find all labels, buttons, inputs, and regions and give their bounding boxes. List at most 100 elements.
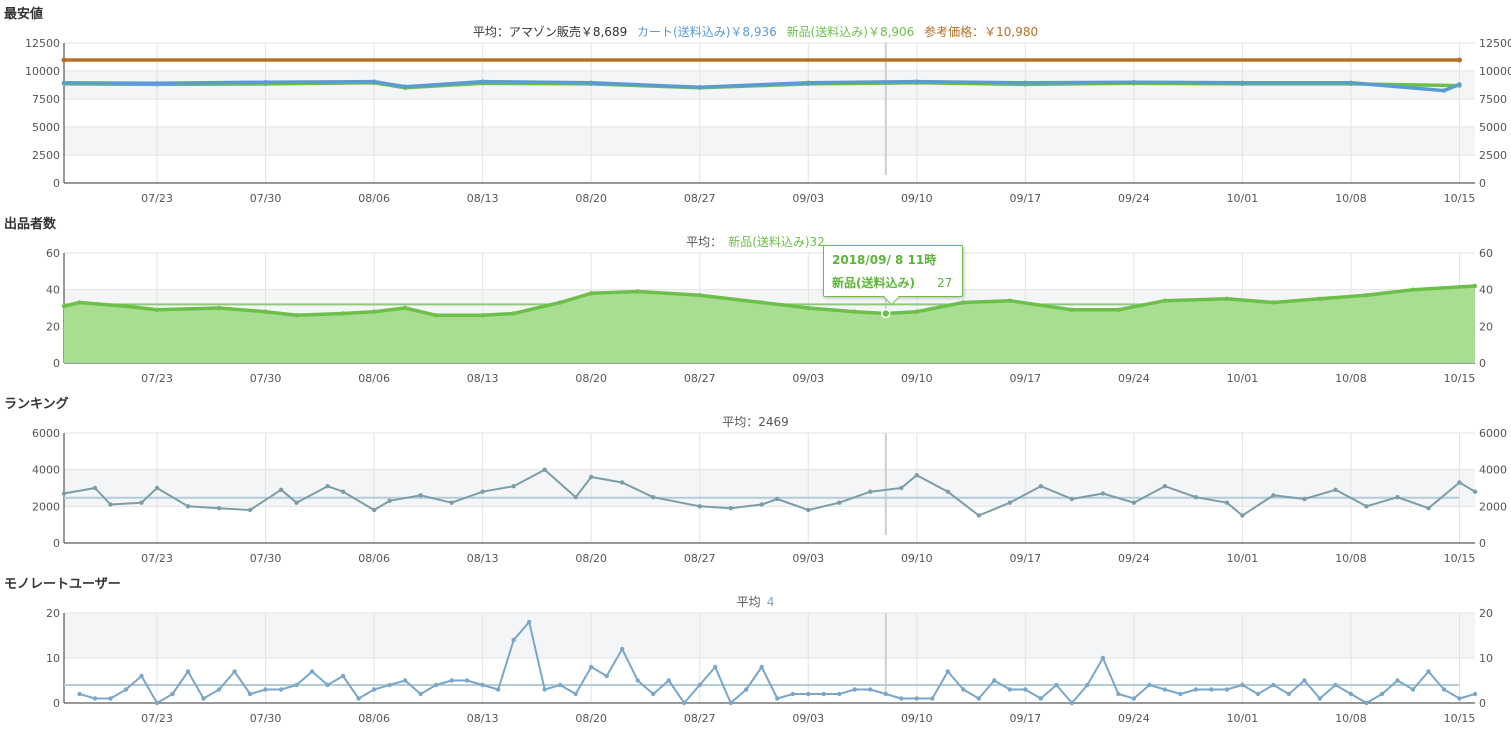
data-point [1317, 296, 1323, 302]
data-point [263, 80, 268, 85]
data-point [325, 483, 330, 489]
data-point [263, 687, 268, 692]
grid-band [64, 127, 1475, 155]
x-tick-label: 07/30 [250, 712, 282, 725]
y-tick-label-left: 0 [53, 537, 60, 550]
data-point [1224, 500, 1230, 505]
data-point [1178, 691, 1183, 697]
data-point [1069, 700, 1075, 706]
data-point [371, 687, 377, 692]
avg-label-sellers: 平均： [686, 235, 723, 249]
data-point [1302, 496, 1307, 502]
data-point [1426, 505, 1431, 511]
y-tick-label-left: 2000 [32, 500, 60, 513]
y-tick-label-right: 7500 [1479, 93, 1507, 106]
data-point [371, 507, 377, 513]
data-point [1193, 494, 1199, 500]
data-point [1395, 494, 1400, 500]
y-tick-label-right: 4000 [1479, 464, 1507, 477]
data-point [1472, 489, 1478, 494]
x-tick-label: 07/23 [141, 552, 173, 565]
data-point [1131, 696, 1137, 701]
data-point [930, 696, 935, 701]
data-point [170, 691, 175, 697]
data-point [480, 489, 485, 494]
data-point [1240, 682, 1245, 688]
data-point [356, 696, 361, 701]
data-point [573, 494, 578, 500]
y-tick-label-right: 5000 [1479, 121, 1507, 134]
x-tick-label: 09/10 [901, 372, 933, 385]
data-point [1224, 687, 1230, 692]
data-point [1162, 298, 1168, 303]
y-tick-label-left: 20 [46, 320, 60, 333]
x-tick-label: 08/20 [575, 552, 607, 565]
data-point [1348, 80, 1354, 85]
data-point [449, 500, 454, 505]
data-point [387, 498, 392, 504]
data-point [77, 300, 82, 305]
data-point [495, 687, 501, 692]
avg-new-sellers: 新品(送料込み)32 [728, 235, 825, 249]
data-point [619, 480, 625, 485]
x-tick-label: 10/15 [1444, 372, 1476, 385]
data-point [635, 678, 640, 683]
data-point [340, 311, 346, 316]
grid-band [64, 613, 1475, 658]
x-tick-label: 09/10 [901, 552, 933, 565]
y-tick-label-left: 20 [46, 607, 60, 620]
data-point [1085, 682, 1090, 688]
data-point [588, 80, 594, 85]
data-point [868, 489, 873, 494]
tooltip-date: 2018/09/ 8 11時 [832, 253, 937, 267]
y-tick-label-right: 6000 [1479, 427, 1507, 440]
y-tick-label-right: 0 [1479, 177, 1486, 190]
data-point [294, 313, 299, 318]
data-point [511, 311, 516, 316]
tooltip-value: 27 [936, 276, 953, 290]
data-point [635, 289, 640, 294]
y-tick-label-left: 10000 [25, 65, 60, 78]
data-point [914, 472, 920, 478]
data-point [1302, 678, 1307, 683]
data-point [340, 673, 346, 679]
data-point [1023, 80, 1028, 85]
tooltip: 2018/09/ 8 11時 新品(送料込み) 27 [823, 245, 963, 297]
data-point [1333, 682, 1338, 688]
data-point [1457, 480, 1462, 485]
data-point [1317, 696, 1323, 701]
y-tick-label-right: 0 [1479, 357, 1486, 370]
x-tick-label: 09/03 [792, 372, 824, 385]
data-point [278, 487, 284, 493]
data-point [728, 700, 733, 706]
data-point [1395, 678, 1400, 683]
subtitle-ranking: 平均：2469 [0, 413, 1511, 430]
x-tick-label: 07/30 [250, 192, 282, 205]
y-tick-label-left: 12500 [25, 37, 60, 50]
data-point [542, 467, 547, 472]
data-point [1255, 691, 1261, 697]
data-point [185, 504, 191, 509]
data-point [154, 485, 160, 491]
x-tick-label: 10/08 [1335, 552, 1367, 565]
data-point [1193, 687, 1199, 692]
data-point [139, 500, 144, 505]
x-tick-label: 09/24 [1118, 372, 1150, 385]
data-point [1224, 296, 1230, 302]
x-tick-label: 07/23 [141, 712, 173, 725]
data-point [1100, 655, 1106, 661]
data-point [1456, 57, 1462, 63]
data-point [1100, 491, 1106, 496]
data-point [480, 79, 485, 84]
x-tick-label: 08/20 [575, 712, 607, 725]
data-point [1007, 500, 1013, 505]
subtitle-sellers: 平均： 新品(送料込み)32 [0, 233, 1511, 250]
data-point [61, 303, 67, 309]
x-tick-label: 10/15 [1444, 552, 1476, 565]
data-point [759, 300, 764, 305]
x-tick-label: 10/01 [1227, 552, 1259, 565]
data-point [1457, 696, 1462, 701]
y-tick-label-left: 0 [53, 357, 60, 370]
data-point [1240, 513, 1245, 518]
